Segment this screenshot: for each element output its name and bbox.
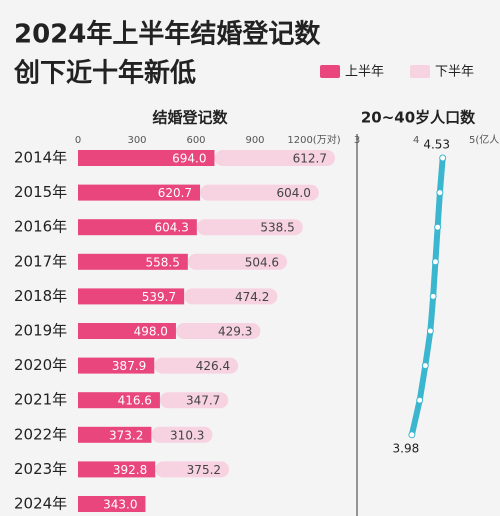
value-label: 620.7 [158,186,192,200]
value-label: 504.6 [245,255,279,269]
value-label: 392.8 [113,463,147,477]
y-tick-label: 2023年 [14,460,67,478]
bar-segment [78,253,188,270]
y-tick-label: 2016年 [14,218,67,236]
bar-segment [187,253,288,270]
bar-segment [200,184,319,201]
x-tick-label: 900 [245,135,264,146]
y-tick-label: 2020年 [14,356,67,374]
x-tick-label: 1200(万对) [287,133,340,146]
bar-segment [78,426,152,443]
value-label: 538.5 [260,221,294,235]
value-label: 347.7 [186,394,220,408]
value-label: 604.0 [276,186,310,200]
bar-segment [155,461,230,478]
value-label: 375.2 [187,463,221,477]
bar-segment [196,219,303,236]
value-label: 373.2 [109,428,143,442]
legend-label: 下半年 [435,65,474,80]
value-label: 343.0 [103,498,137,512]
point [429,292,437,300]
y-tick-label: 2017年 [14,252,67,270]
value-label: 429.3 [218,325,252,339]
value-label: 426.4 [196,359,230,373]
value-label: 612.7 [293,152,327,166]
x-tick-label: 0 [75,135,81,146]
y-tick-label: 2019年 [14,322,67,340]
value-label: 4.53 [423,138,450,152]
bar-segment [78,392,160,409]
value-label: 3.98 [393,441,420,455]
point [426,327,434,335]
bar-segment [78,461,156,478]
bar-segment [78,219,197,236]
point [434,223,442,231]
chart-title: 20~40岁人口数 [361,109,476,127]
bar-segment [78,357,155,374]
bar-segment [151,426,213,443]
y-tick-label: 2018年 [14,287,67,305]
x-tick-label: 300 [127,135,146,146]
value-label: 310.3 [170,428,204,442]
bar-segment [78,184,201,201]
value-label: 498.0 [134,325,168,339]
bar-segment [175,323,261,339]
bar-segment [184,288,278,305]
y-tick-label: 2024年 [14,495,67,513]
legend-swatch [410,65,430,78]
title-line: 2024年上半年结婚登记数 [14,19,321,50]
bar-segment [78,288,185,305]
y-tick-label: 2022年 [14,425,67,443]
y-tick-label: 2014年 [14,149,67,167]
point [436,189,444,197]
point [416,396,424,404]
x-tick-label: 5(亿人) [469,133,500,146]
x-tick-label: 600 [186,135,205,146]
value-label: 474.2 [235,290,269,304]
value-label: 604.3 [154,221,188,235]
value-label: 539.7 [142,290,176,304]
y-tick-label: 2015年 [14,183,67,201]
value-label: 387.9 [112,359,146,373]
chart-title: 结婚登记数 [152,109,228,127]
bar-segment [78,323,176,339]
x-tick-label: 4 [413,135,419,146]
point [408,431,416,439]
bar-segment [78,496,146,512]
point [439,154,447,162]
y-tick-label: 2021年 [14,391,67,409]
bar-segment [154,357,239,374]
x-tick-label: 3 [354,135,360,146]
value-label: 694.0 [172,152,206,166]
value-label: 416.6 [118,394,152,408]
title-line: 创下近十年新低 [13,58,196,89]
bar-segment [159,392,229,409]
bar-segment [214,150,335,166]
bar-segment [78,150,215,166]
legend-swatch [320,65,340,78]
legend-label: 上半年 [345,65,384,80]
point [431,258,439,266]
value-label: 558.5 [145,255,179,269]
point [421,362,429,370]
